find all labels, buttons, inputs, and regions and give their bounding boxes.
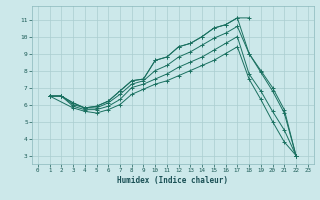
X-axis label: Humidex (Indice chaleur): Humidex (Indice chaleur) [117, 176, 228, 185]
